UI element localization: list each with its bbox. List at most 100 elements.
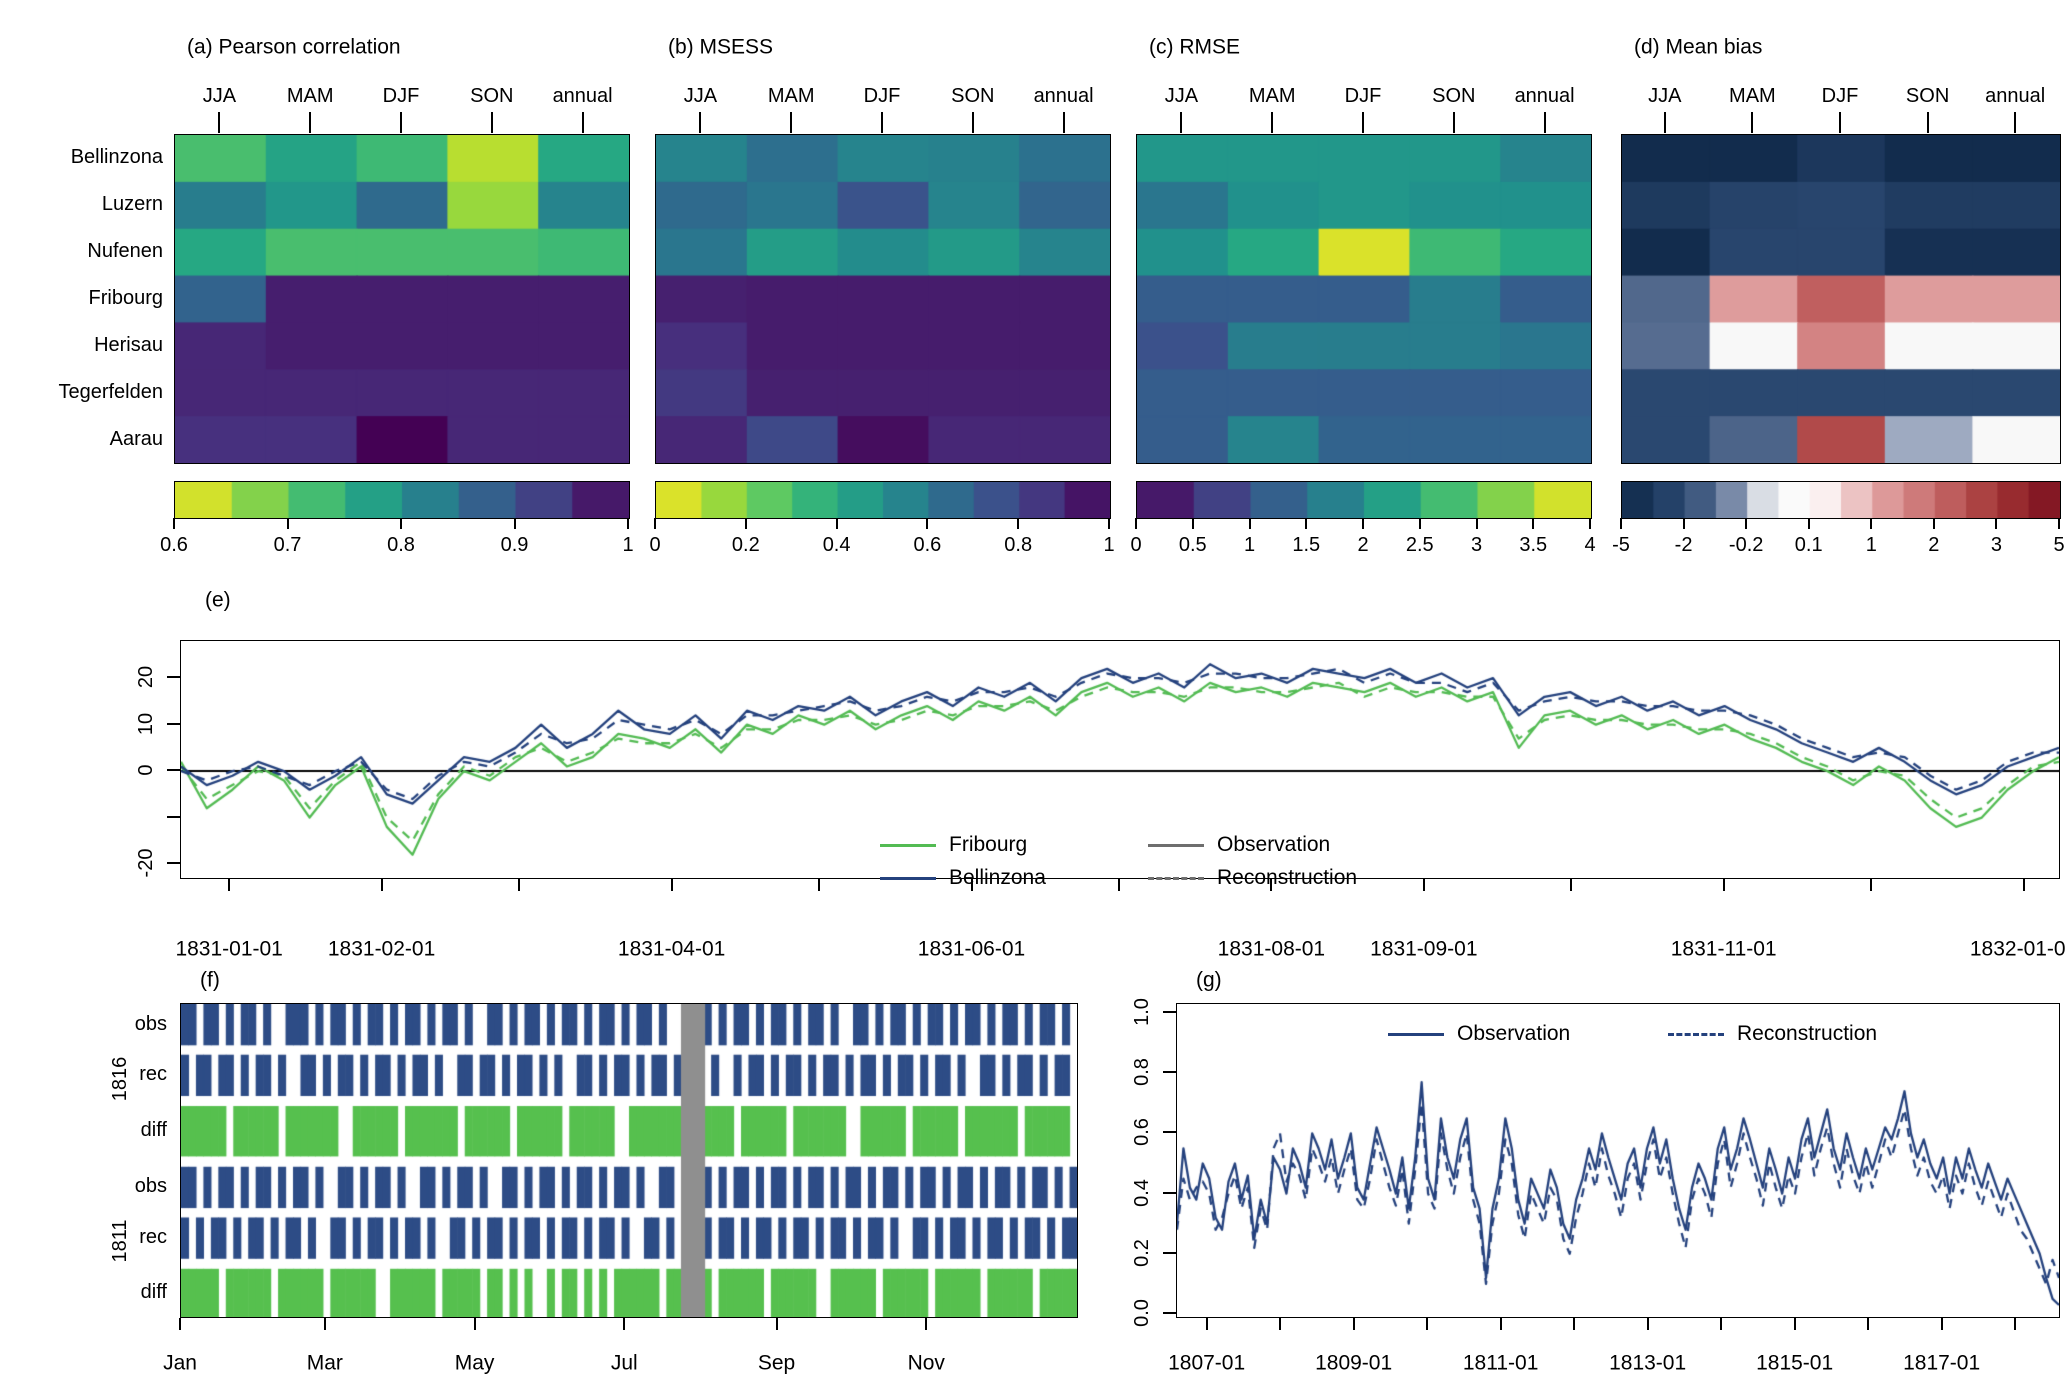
- x-axis-tick: [1722, 879, 1725, 891]
- colorbar-tick: [627, 518, 629, 529]
- column-tick: [1543, 112, 1546, 133]
- panel-c-title: (c) RMSE: [1149, 35, 1240, 59]
- observation-line-sample: [1148, 843, 1204, 847]
- x-tick-label: 1831-09-01: [1370, 937, 1478, 961]
- season-label: JJA: [1648, 85, 1682, 107]
- x-axis-tick: [1720, 1318, 1723, 1330]
- y-axis-tick: [1163, 1251, 1176, 1254]
- x-axis-tick: [1118, 879, 1120, 891]
- x-axis-tick: [1646, 1318, 1649, 1330]
- colorbar-tick-label: 5: [2053, 534, 2065, 556]
- column-tick: [400, 112, 402, 133]
- x-axis-tick: [1940, 1318, 1943, 1330]
- colorbar-tick: [286, 518, 289, 529]
- x-axis-tick: [2022, 879, 2025, 891]
- season-label: DJF: [382, 85, 420, 107]
- x-tick-label: 1815-01: [1756, 1351, 1834, 1375]
- year-label: 1816: [109, 1056, 131, 1102]
- y-axis-tick: [167, 676, 180, 679]
- colorbar-tick-label: 1: [1103, 534, 1115, 556]
- y-tick-label: 0: [135, 764, 157, 776]
- y-axis-tick: [1163, 1191, 1176, 1194]
- rmse-colorbar: [1136, 481, 1592, 519]
- colorbar-tick: [1532, 518, 1535, 529]
- season-label: SON: [470, 85, 514, 107]
- season-label: JJA: [1164, 85, 1199, 107]
- season-label: DJF: [1821, 85, 1859, 107]
- year-label: 1811: [109, 1219, 131, 1263]
- column-tick: [490, 112, 493, 133]
- x-axis-tick: [1270, 879, 1273, 891]
- colorbar-tick: [173, 518, 175, 529]
- monthly-fraction-chart: [1176, 1003, 2060, 1318]
- bellinzona-line-sample: [880, 876, 936, 880]
- x-tick-label: 1831-01-01: [175, 937, 283, 961]
- column-tick: [218, 112, 221, 133]
- season-label: annual: [1033, 85, 1094, 107]
- x-axis-tick: [179, 1318, 181, 1330]
- column-tick: [2014, 112, 2017, 133]
- colorbar-tick-label: 0.8: [1004, 534, 1033, 556]
- y-axis-tick: [1163, 1131, 1176, 1134]
- daily-temperature-chart: [180, 640, 2060, 879]
- x-tick-label: 1831-04-01: [617, 937, 726, 961]
- panel-f-label: (f): [200, 968, 220, 992]
- column-tick: [1751, 112, 1754, 133]
- colorbar-tick: [654, 518, 656, 529]
- pearson-heatmap: [174, 134, 630, 464]
- x-axis-tick: [1870, 879, 1873, 891]
- colorbar-tick-label: -0.2: [1728, 534, 1764, 556]
- legend-label-g-observation: Observation: [1457, 1022, 1571, 1045]
- x-axis-tick: [1426, 1318, 1429, 1330]
- station-label: Tegerfelden: [58, 380, 163, 403]
- y-tick-label: -20: [135, 848, 157, 878]
- legend-label-bellinzona: Bellinzona: [949, 866, 1046, 889]
- season-label: MAM: [1729, 85, 1776, 107]
- station-label: Bellinzona: [70, 146, 163, 169]
- row-label-obs: obs: [134, 1012, 167, 1035]
- colorbar-tick: [1135, 518, 1137, 529]
- season-label: SON: [1432, 85, 1476, 107]
- colorbar-tick-label: 0: [1130, 534, 1142, 556]
- column-tick: [1839, 112, 1841, 133]
- occurrence-barcode-chart: [180, 1003, 1078, 1318]
- column-tick: [581, 112, 584, 133]
- x-axis-tick: [670, 879, 673, 891]
- month-label: Sep: [757, 1351, 796, 1375]
- season-label: MAM: [1248, 85, 1296, 107]
- y-tick-label: 10: [135, 712, 157, 735]
- x-tick-label: 1831-08-01: [1217, 937, 1326, 961]
- season-label: JJA: [202, 85, 237, 107]
- colorbar-tick-label: -2: [1674, 534, 1693, 556]
- colorbar-tick: [513, 518, 516, 529]
- season-label: MAM: [767, 85, 815, 107]
- legend-label-observation: Observation: [1217, 833, 1331, 856]
- y-tick-label: 0.8: [1131, 1058, 1153, 1087]
- y-tick-label: 0.6: [1131, 1118, 1153, 1147]
- y-tick-label: 1.0: [1131, 998, 1153, 1026]
- colorbar-tick-label: 1.5: [1292, 534, 1321, 556]
- colorbar-tick: [744, 518, 747, 529]
- colorbar-tick: [1745, 518, 1748, 529]
- panel-g-label: (g): [1196, 968, 1222, 992]
- colorbar-tick: [1248, 518, 1251, 529]
- column-tick: [1926, 112, 1929, 133]
- colorbar-tick-label: 0.9: [500, 534, 529, 556]
- y-axis-tick: [167, 769, 180, 772]
- colorbar-tick: [400, 518, 402, 529]
- colorbar-tick-label: 3: [1990, 534, 2002, 556]
- colorbar-tick: [1108, 518, 1110, 529]
- msess-heatmap: [655, 134, 1111, 464]
- colorbar-tick-label: 1: [1243, 534, 1256, 556]
- y-axis-tick: [167, 815, 180, 818]
- season-label: MAM: [286, 85, 334, 107]
- x-axis-tick: [1570, 879, 1573, 891]
- y-tick-label: 0.0: [1131, 1299, 1153, 1327]
- column-tick: [1180, 112, 1183, 133]
- column-tick: [881, 112, 883, 133]
- x-axis-tick: [1573, 1318, 1576, 1330]
- colorbar-tick-label: 0.6: [913, 534, 942, 556]
- reconstruction-line-sample: [1148, 876, 1204, 880]
- station-label: Herisau: [94, 333, 163, 356]
